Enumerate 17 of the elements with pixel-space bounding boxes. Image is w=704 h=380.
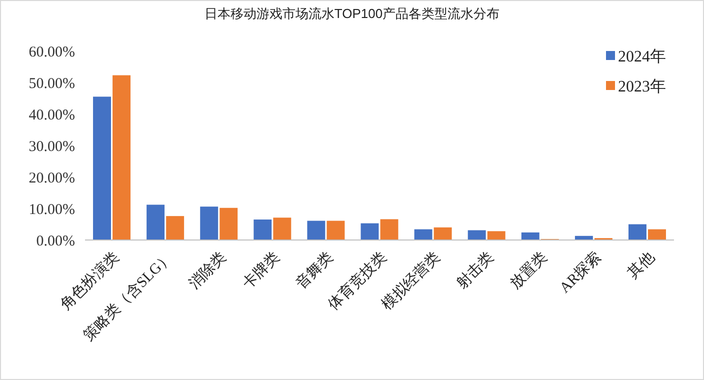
legend-label: 2023年 (618, 78, 666, 96)
y-tick-label: 0.00% (36, 233, 75, 250)
y-tick-label: 10.00% (28, 202, 75, 218)
y-tick-label: 30.00% (28, 138, 75, 155)
x-tick-label: 射击类 (453, 248, 498, 292)
legend-label: 2024年 (618, 48, 666, 66)
x-tick-label: 放置类 (506, 248, 551, 292)
x-tick-label: AR探索 (556, 248, 604, 296)
y-tick-label: 20.00% (28, 170, 75, 186)
x-tick-label: 卡牌类 (239, 248, 283, 292)
x-tick-label: 消除类 (186, 248, 230, 292)
x-tick-label: 其他 (624, 248, 658, 282)
x-tick-label: 音舞类 (292, 248, 336, 292)
y-tick-label: 40.00% (28, 107, 75, 124)
chart-title: 日本移动游戏市场流水TOP100产品各类型流水分布 (204, 6, 500, 21)
y-tick-label: 50.00% (28, 76, 75, 92)
y-tick-label: 60.00% (28, 44, 75, 60)
